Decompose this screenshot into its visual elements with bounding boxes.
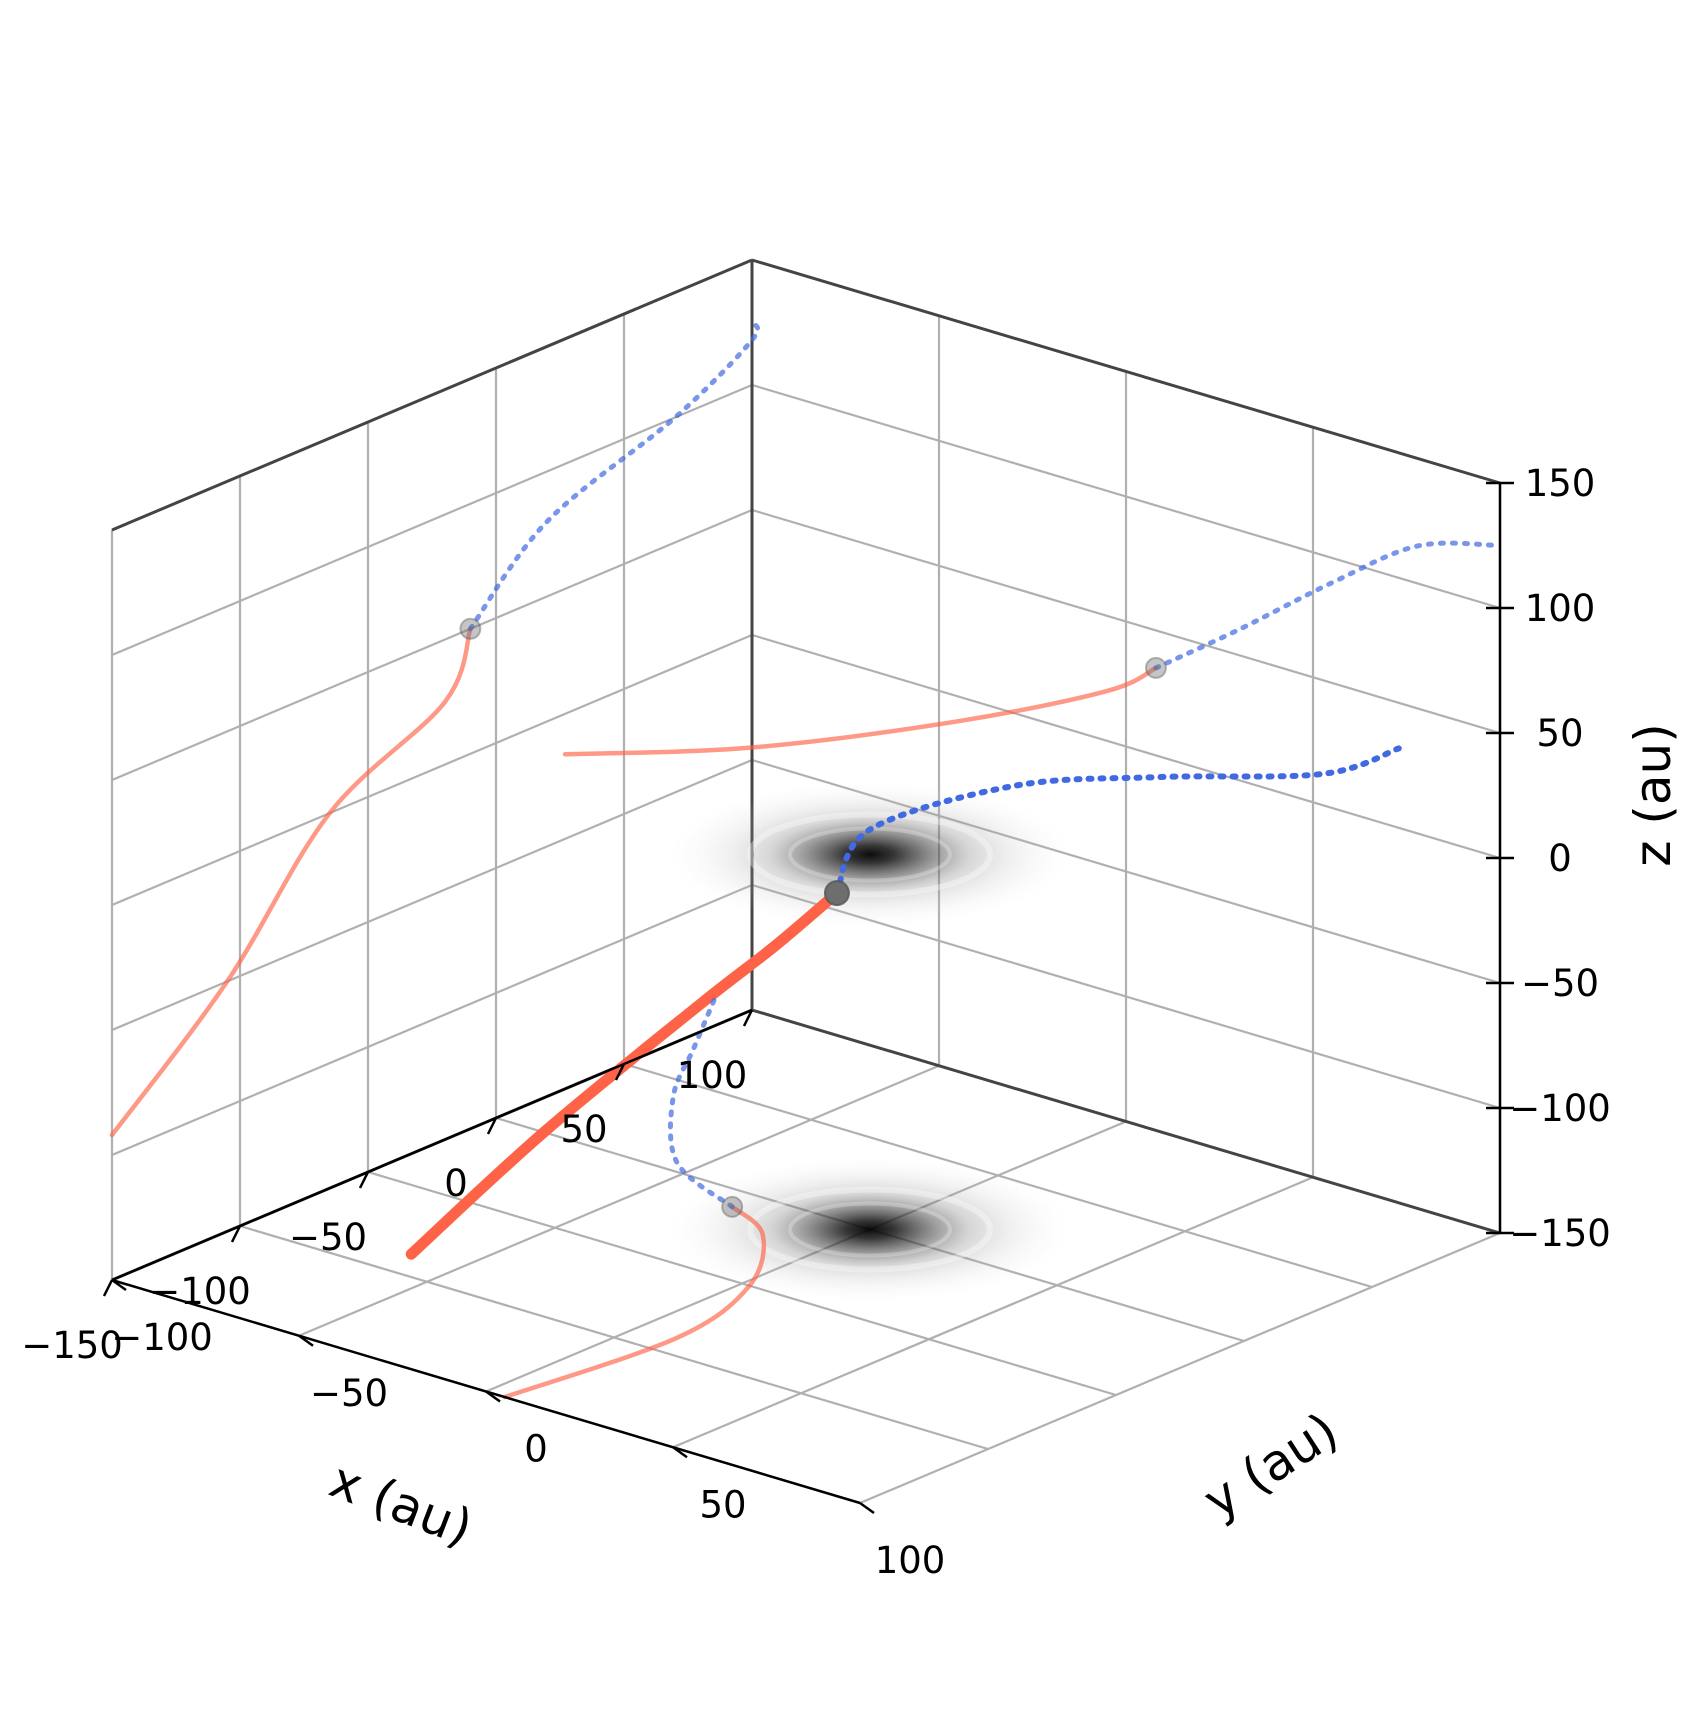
grid-line-zwall2 [111,508,753,782]
grid-line-floor-y [298,1064,940,1337]
frame-edge-top-right [751,258,1501,485]
z-tick-label: 100 [1525,587,1596,630]
x-axis-label: x (au) [322,1451,480,1558]
x-tick-mark [614,1063,626,1081]
grid-line-zwall2 [111,883,753,1157]
x-tick-label: 50 [560,1108,607,1151]
grid-line-zwall2 [111,758,753,1032]
y-tick-label: −100 [111,1316,213,1359]
x-tick-mark [230,1225,242,1243]
disk-layer [670,782,1070,1302]
past-orbit-x-z-wall [109,626,473,1138]
tick-layer: 100500−50−100−150−100−50050100150100500−… [21,462,1611,1582]
frame-edge-floor-right [751,1008,1501,1235]
y-tick-label: 50 [699,1483,746,1526]
grid-line-zwall2 [111,633,753,907]
grid-line-zwall [751,508,1501,735]
grid-line-zwall2 [111,383,753,657]
z-axis-label: z (au) [1624,723,1682,866]
grid-line-zwall [751,383,1501,610]
frame-edge-top-left [111,258,753,532]
x-tick-mark [742,1009,754,1027]
past-orbit-x-y-floor [502,1204,767,1400]
y-tick-mark [859,1501,875,1515]
grid-line-floor-y [859,1231,1501,1505]
x-tick-label: 0 [444,1162,468,1205]
y-tick-mark [298,1334,314,1347]
z-tick-label: −100 [1509,1087,1611,1130]
z-tick-label: 50 [1536,712,1583,755]
x-tick-label: −50 [289,1216,367,1259]
x-tick-mark [358,1171,370,1189]
x-axis-line [111,1008,753,1282]
future-orbit-x-z-wall [467,320,761,632]
x-tick-label: 100 [677,1054,748,1097]
y-axis-label: y (au) [1193,1401,1348,1530]
x-tick-label: −150 [21,1324,123,1367]
position-marker-main-3d [823,880,850,907]
past-orbit-y-z-wall [562,665,1159,757]
disk-floor-shadow-ring [747,1186,993,1273]
disk-at-origin [670,782,1070,927]
z-tick-label: 150 [1525,462,1596,505]
future-orbit-y-z-wall [1153,540,1503,671]
disk-floor-shadow-ring-inner [788,1201,952,1258]
x-tick-label: −100 [149,1270,251,1313]
axes-frame [111,258,1501,1282]
y-tick-mark [485,1390,501,1403]
position-marker-x-z-wall [459,617,482,640]
y-tick-label: 100 [875,1539,946,1582]
z-tick-label: 0 [1548,837,1572,880]
position-marker-y-z-wall [1144,656,1167,679]
grid-line-zwall [751,633,1501,860]
x-tick-mark [486,1117,498,1135]
past-orbit-main-3d [405,887,843,1260]
z-tick-label: −50 [1521,962,1599,1005]
y-tick-label: −50 [310,1372,388,1415]
position-marker-x-y-floor [721,1195,744,1218]
z-tick-label: −150 [1509,1212,1611,1255]
y-tick-mark [672,1446,688,1459]
future-orbit-x-y-floor [667,996,735,1210]
y-tick-label: 0 [524,1428,548,1471]
future-orbit-main-3d [833,745,1402,897]
grid-line-floor-y [672,1176,1314,1449]
disk-at-origin-ring [747,811,993,898]
x-tick-mark [102,1279,114,1297]
y-tick-mark [111,1278,127,1292]
disk-floor-shadow [670,1157,1070,1302]
orbit-layer [109,320,1503,1400]
